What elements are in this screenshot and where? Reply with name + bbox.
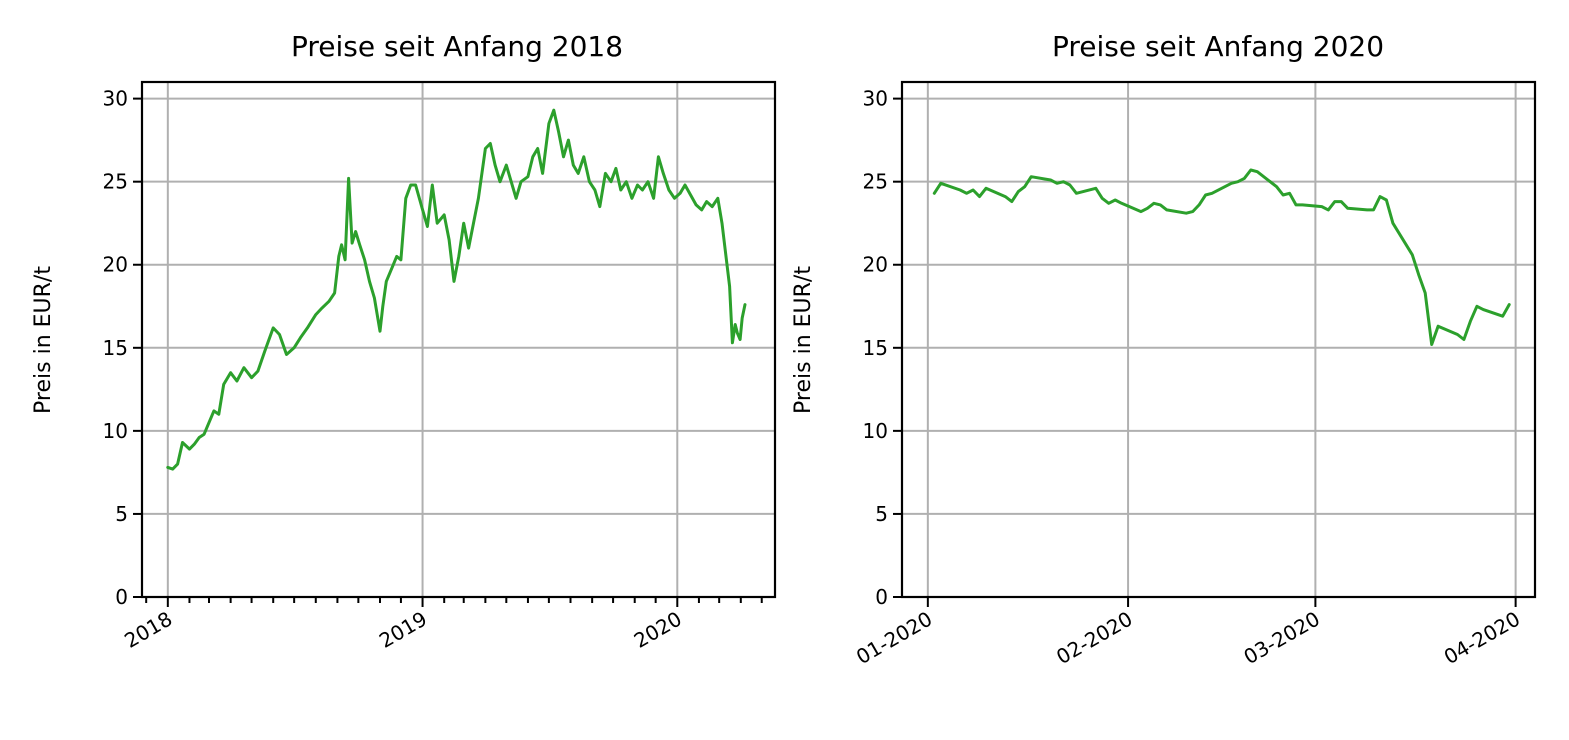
y-tick-label: 20 xyxy=(863,253,888,277)
chart-title-right: Preise seit Anfang 2020 xyxy=(1052,30,1384,63)
y-tick-label: 15 xyxy=(863,336,888,360)
x-tick-label: 2019 xyxy=(375,607,431,653)
ylabel-right: Preis in EUR/t xyxy=(791,266,816,414)
y-tick-label: 10 xyxy=(863,419,888,443)
series-line-0 xyxy=(166,108,747,471)
plot-frame xyxy=(900,80,1537,599)
y-tick-label: 25 xyxy=(103,170,128,194)
grid xyxy=(902,82,1535,598)
ticks: 0 5 10 15 20 25 30 01-2020 02-2020 03-2020 04-2020 xyxy=(852,87,1524,670)
y-tick-label: 10 xyxy=(103,419,128,443)
y-tick-label: 5 xyxy=(115,502,128,526)
x-tick-label: 2020 xyxy=(630,607,686,653)
grid xyxy=(142,82,775,598)
ylabel-left: Preis in EUR/t xyxy=(31,266,56,414)
x-tick-label: 04-2020 xyxy=(1440,607,1524,670)
x-tick-label: 01-2020 xyxy=(852,607,936,670)
chart-panel-2018: Preise seit Anfang 2018 Preis in EUR/t 0… xyxy=(31,30,777,653)
y-tick-label: 20 xyxy=(103,253,128,277)
chart-title-left: Preise seit Anfang 2018 xyxy=(291,30,623,63)
y-tick-label: 30 xyxy=(103,87,128,111)
plot-frame xyxy=(140,80,777,599)
x-tick-label: 03-2020 xyxy=(1240,607,1324,670)
y-tick-label: 30 xyxy=(863,87,888,111)
y-tick-label: 5 xyxy=(875,502,888,526)
series-line-0 xyxy=(932,168,1511,346)
y-tick-label: 0 xyxy=(115,585,128,609)
chart-panel-2020: Preise seit Anfang 2020 Preis in EUR/t 0… xyxy=(791,30,1537,670)
y-tick-label: 25 xyxy=(863,170,888,194)
y-tick-label: 0 xyxy=(875,585,888,609)
x-tick-label: 02-2020 xyxy=(1052,607,1136,670)
y-tick-label: 15 xyxy=(103,336,128,360)
x-tick-label: 2018 xyxy=(120,607,176,653)
